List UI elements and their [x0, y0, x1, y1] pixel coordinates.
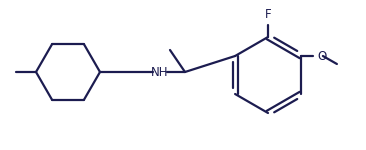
Text: O: O [317, 50, 326, 63]
Text: NH: NH [151, 66, 169, 78]
Text: F: F [265, 8, 271, 21]
